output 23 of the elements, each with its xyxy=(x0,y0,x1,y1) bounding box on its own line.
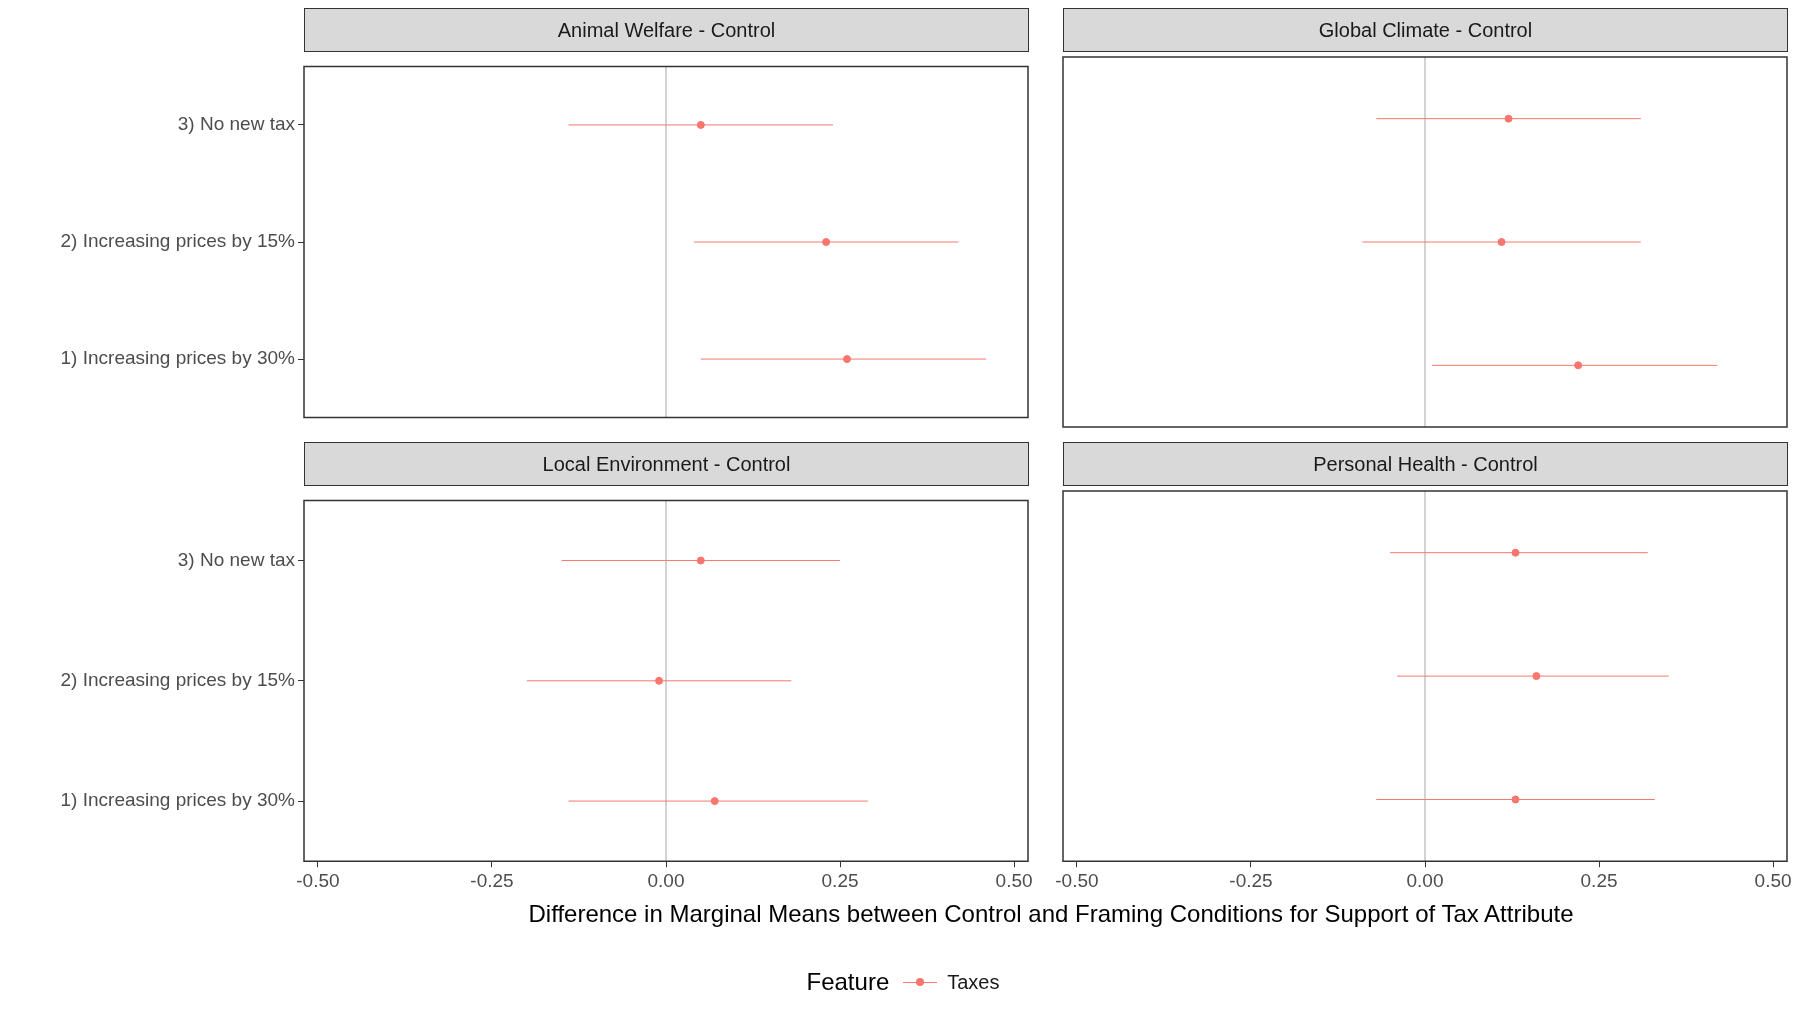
x-tick-label: 0.25 xyxy=(1580,869,1618,891)
x-tick-label: -0.25 xyxy=(1229,869,1273,891)
y-tick-label: 3) No new tax xyxy=(177,113,296,135)
y-tick-label: 2) Increasing prices by 15% xyxy=(60,230,296,252)
x-tick-label: -0.50 xyxy=(296,869,340,891)
y-tick-label: 1) Increasing prices by 30% xyxy=(60,789,296,811)
x-tick-label: 0.50 xyxy=(995,869,1033,891)
legend-title: Feature xyxy=(806,968,890,996)
chart-title: Animal Welfare - Control xyxy=(304,8,1029,52)
x-tick-label: 0.25 xyxy=(821,869,859,891)
x-tick-label: 0.00 xyxy=(1406,869,1444,891)
chart-title: Local Environment - Control xyxy=(304,442,1029,486)
x-axis-title: Difference in Marginal Means between Control and Framing Conditions for Support of Tax Attribute xyxy=(527,900,1575,928)
y-tick-label: 3) No new tax xyxy=(177,548,296,570)
y-tick-label: 2) Increasing prices by 15% xyxy=(60,669,296,691)
legend-label: Taxes xyxy=(947,970,1000,994)
chart-title: Global Climate - Control xyxy=(1063,8,1788,52)
x-tick-label: -0.25 xyxy=(470,869,514,891)
x-tick-label: 0.00 xyxy=(647,869,685,891)
y-tick-label: 1) Increasing prices by 30% xyxy=(60,347,296,369)
chart-title: Personal Health - Control xyxy=(1063,442,1788,486)
x-tick-label: -0.50 xyxy=(1055,869,1099,891)
x-tick-label: 0.50 xyxy=(1754,869,1792,891)
